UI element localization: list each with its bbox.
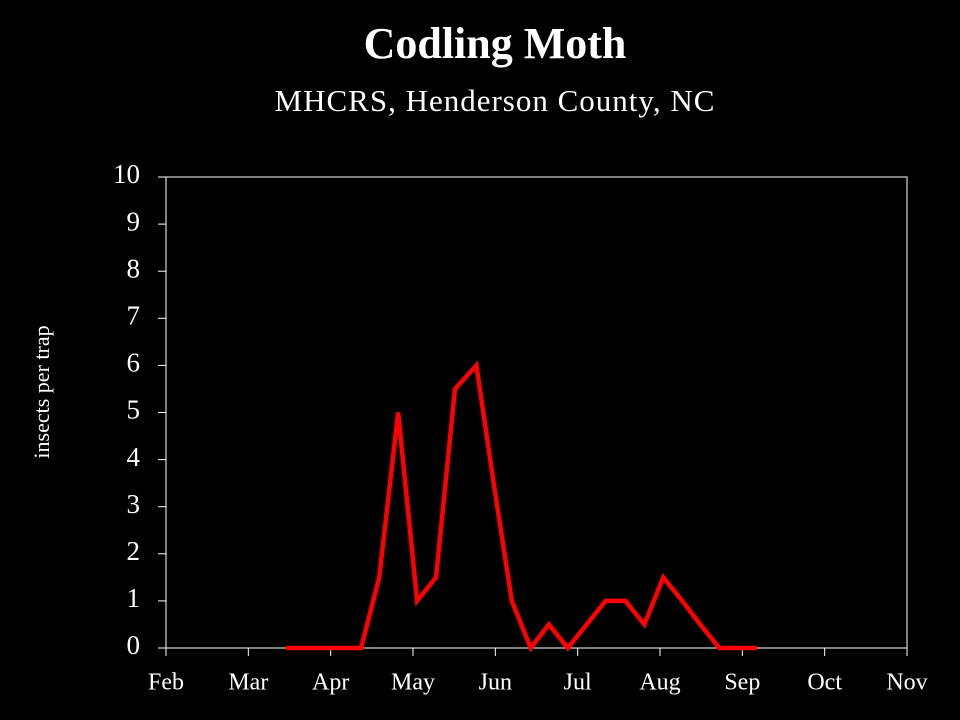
chart-subtitle: MHCRS, Henderson County, NC	[275, 83, 716, 118]
y-tick-label: 9	[127, 206, 141, 236]
plot-frame	[165, 176, 908, 649]
x-tick-label: Jul	[564, 670, 592, 696]
y-tick-label: 10	[113, 159, 140, 189]
y-tick-label: 3	[127, 489, 141, 519]
x-tick-label: Feb	[148, 670, 184, 696]
y-tick-label: 2	[127, 536, 141, 566]
chart-title: Codling Moth	[364, 19, 627, 68]
x-tick-label: Jun	[479, 670, 512, 696]
y-axis-label: insects per trap	[29, 325, 54, 458]
y-tick-label: 1	[127, 583, 141, 613]
y-tick-label: 4	[127, 442, 141, 472]
x-tick-label: May	[391, 670, 435, 696]
x-tick-label: Nov	[886, 670, 927, 696]
data-line	[286, 360, 758, 653]
y-tick-label: 0	[127, 630, 141, 660]
x-tick-label: Oct	[807, 670, 842, 696]
x-tick-label: Sep	[724, 670, 760, 696]
y-tick-label: 6	[127, 348, 141, 378]
x-tick-label: Aug	[639, 670, 680, 696]
x-tick-label: Mar	[228, 670, 268, 696]
y-tick-label: 7	[127, 301, 141, 331]
x-tick-label: Apr	[312, 670, 349, 696]
y-tick-label: 5	[127, 395, 141, 425]
y-tick-label: 8	[127, 253, 141, 283]
